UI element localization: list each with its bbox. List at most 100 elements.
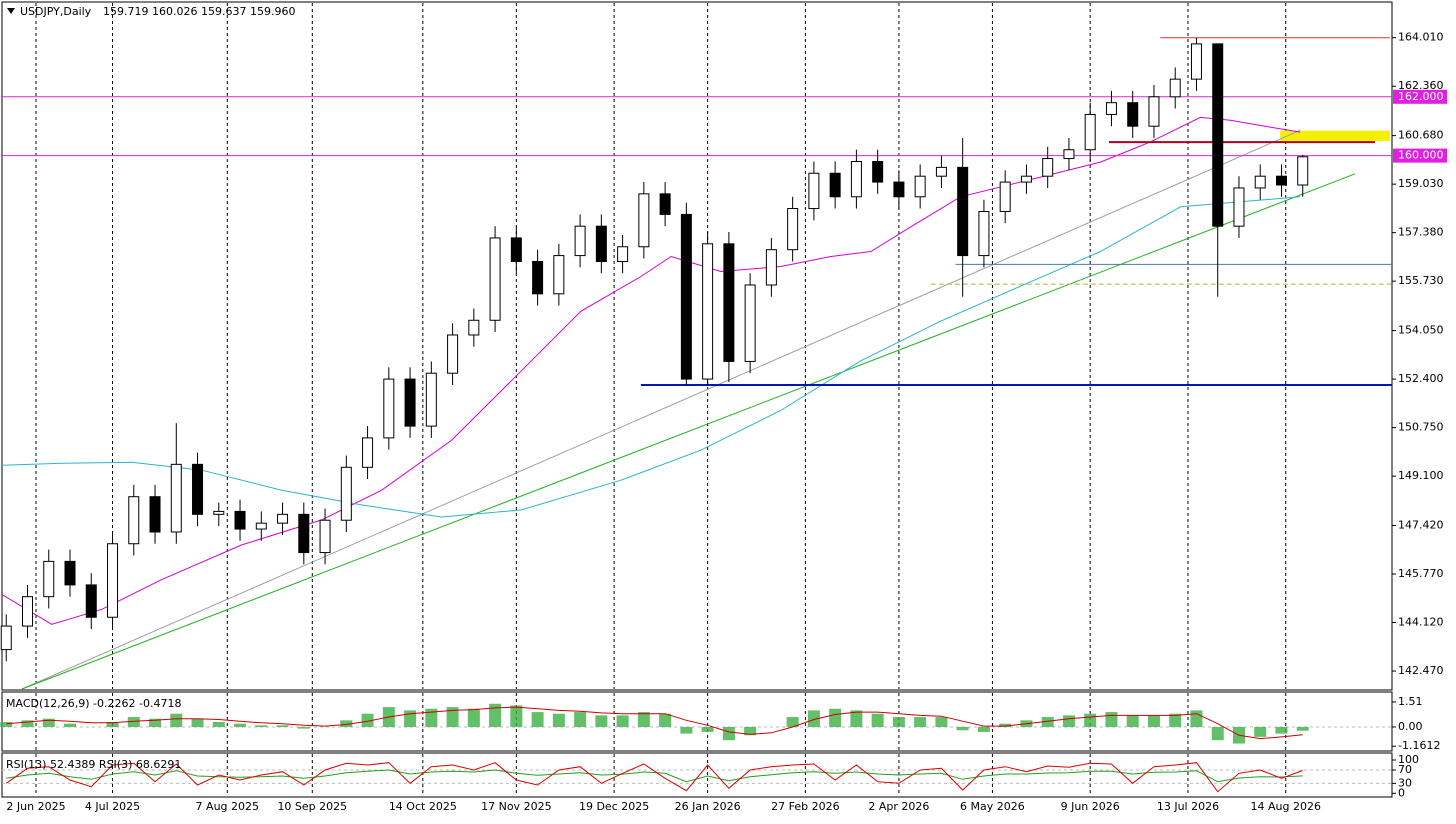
macd-bar: [1211, 726, 1224, 741]
candle-body: [1063, 149, 1075, 160]
candle-body: [702, 243, 714, 380]
candle-body: [64, 560, 76, 586]
y-tick-label: 150.750: [1398, 421, 1444, 434]
collapse-icon[interactable]: [7, 8, 15, 14]
candle-body: [319, 519, 331, 554]
y-tick-label: 147.420: [1398, 519, 1444, 532]
macd-panel: [1, 691, 1393, 752]
candle-body: [1297, 156, 1309, 186]
macd-bar: [1296, 726, 1309, 731]
macd-bar: [42, 718, 55, 727]
x-tick-label: 6 May 2026: [960, 800, 1025, 813]
candle-body: [829, 172, 841, 198]
macd-bar: [170, 713, 183, 727]
x-tick-label: 9 Jun 2026: [1061, 800, 1120, 813]
y-tick-label: 1.51: [1398, 695, 1423, 708]
candle-body: [808, 172, 820, 210]
candle-body: [850, 160, 862, 198]
candle-body: [489, 237, 501, 321]
macd-bar: [106, 721, 119, 727]
candle-body: [1233, 187, 1245, 227]
macd-bar: [425, 708, 438, 727]
candle-body: [659, 193, 671, 215]
candle-body: [680, 213, 692, 380]
macd-bar: [935, 717, 948, 727]
y-tick-label: 100: [1398, 753, 1419, 766]
main-panel: [1, 1, 1393, 691]
y-tick-label: -1.1612: [1398, 739, 1440, 752]
x-tick-label: 10 Sep 2025: [277, 800, 347, 813]
macd-bar: [722, 726, 735, 741]
candle-body: [893, 181, 905, 198]
macd-bar: [467, 708, 480, 727]
macd-bar: [255, 725, 268, 727]
x-tick-label: 7 Aug 2025: [196, 800, 259, 813]
candle-body: [213, 510, 225, 515]
y-tick-label: 152.400: [1398, 372, 1444, 385]
price-badge-label: 160.000: [1398, 149, 1444, 162]
moving-average: [1, 196, 1301, 518]
candle-body: [1212, 43, 1224, 227]
candle-body: [425, 372, 437, 427]
macd-bar: [1254, 726, 1267, 737]
candle-body: [43, 560, 55, 598]
macd-bar: [850, 710, 863, 727]
x-tick-label: 2 Jun 2025: [6, 800, 65, 813]
macd-bar: [829, 708, 842, 727]
macd-bar: [21, 720, 34, 727]
x-tick-label: 2 Apr 2026: [868, 800, 929, 813]
macd-bar: [595, 715, 608, 727]
trend-line: [21, 173, 1356, 690]
trend-line: [21, 129, 1301, 690]
candle-body: [595, 225, 607, 262]
rsi-title: RSI(13) 52.4389 RSI(3) 68.6291: [6, 758, 181, 771]
x-tick-label: 14 Aug 2026: [1250, 800, 1320, 813]
macd-bar: [1190, 710, 1203, 727]
y-tick-label: 157.380: [1398, 226, 1444, 239]
candle-body: [298, 513, 310, 554]
macd-bar: [361, 713, 374, 727]
macd-bar: [1062, 715, 1075, 727]
candle-body: [638, 193, 650, 248]
macd-bar: [531, 712, 544, 727]
candle-body: [170, 463, 182, 533]
macd-bar: [340, 720, 353, 727]
candle-body: [107, 543, 119, 618]
y-tick-label: 164.010: [1398, 31, 1444, 44]
candle-body: [383, 378, 395, 439]
macd-bar: [637, 712, 650, 727]
macd-bar: [1169, 713, 1182, 727]
candle-body: [340, 466, 352, 521]
macd-bar: [680, 726, 693, 734]
candle-body: [532, 260, 544, 295]
y-tick-label: 160.680: [1398, 129, 1444, 142]
macd-bar: [212, 721, 225, 727]
macd-bar: [1041, 717, 1054, 727]
macd-bar: [1147, 715, 1160, 727]
macd-bar: [871, 713, 884, 727]
ohlc-readout: 159.719 160.026 159.637 159.960: [103, 5, 295, 18]
candle-body: [872, 160, 884, 183]
x-tick-label: 17 Nov 2025: [481, 800, 551, 813]
candle-body: [914, 175, 926, 198]
macd-bar: [489, 703, 502, 727]
macd-bar: [892, 717, 905, 727]
candle-body: [447, 334, 459, 374]
y-tick-label: 0: [1398, 786, 1405, 799]
candle-body: [574, 225, 586, 257]
candle-body: [22, 596, 34, 627]
price-badge: [1393, 89, 1447, 104]
y-tick-label: 159.030: [1398, 177, 1444, 190]
price-badge-label: 162.000: [1398, 90, 1444, 103]
candle-body: [255, 522, 267, 530]
candle-body: [1042, 158, 1054, 177]
y-tick-label: 162.360: [1398, 79, 1444, 92]
candle-body: [957, 166, 969, 257]
candle-body: [468, 319, 480, 336]
candle-body: [1275, 175, 1287, 186]
candle-body: [1105, 102, 1117, 115]
y-tick-label: 0.00: [1398, 720, 1423, 733]
macd-bar: [446, 707, 459, 727]
rsi-line: [6, 762, 1303, 793]
